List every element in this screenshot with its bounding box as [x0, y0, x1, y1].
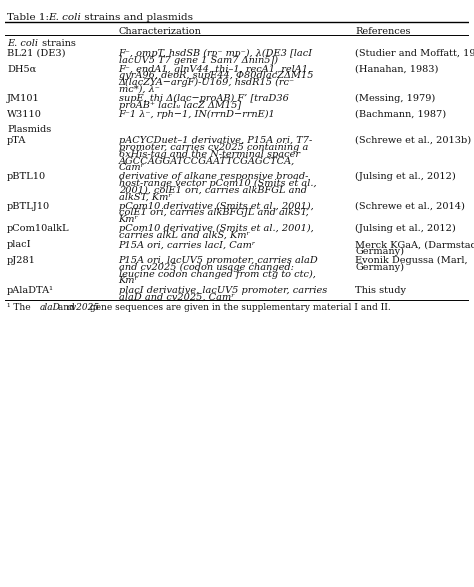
Text: P15A ori, carries lacI, Camʳ: P15A ori, carries lacI, Camʳ	[118, 240, 256, 249]
Text: P15A ori, lacUV5 promoter, carries alaD: P15A ori, lacUV5 promoter, carries alaD	[118, 256, 319, 265]
Text: supE, thi Δ(lac−proAB) F’ [traD36: supE, thi Δ(lac−proAB) F’ [traD36	[118, 94, 288, 103]
Text: (Julsing et al., 2012): (Julsing et al., 2012)	[356, 172, 456, 181]
Text: pBTLJ10: pBTLJ10	[7, 202, 50, 211]
Text: proAB⁺ lacIᵤ lacZ ΔM15]: proAB⁺ lacIᵤ lacZ ΔM15]	[118, 101, 241, 110]
Text: E. coli: E. coli	[48, 13, 81, 22]
Text: strains: strains	[39, 39, 75, 48]
Text: derivative of alkane responsive broad-: derivative of alkane responsive broad-	[118, 172, 308, 181]
Text: lacUV5 T7 gene 1 Sam7 Δnin5]): lacUV5 T7 gene 1 Sam7 Δnin5])	[118, 56, 278, 65]
Text: AGCCAGGATCCGAATTCGAGCTCA,: AGCCAGGATCCGAATTCGAGCTCA,	[118, 156, 295, 166]
Text: W3110: W3110	[7, 110, 42, 119]
Text: placI: placI	[7, 240, 32, 249]
Text: F⁻1 λ⁻, rph−1, IN(rrnD−rrnE)1: F⁻1 λ⁻, rph−1, IN(rrnD−rrnE)1	[118, 110, 275, 119]
Text: alaD and cv2025, Camʳ: alaD and cv2025, Camʳ	[118, 292, 234, 301]
Text: cv2025: cv2025	[67, 302, 100, 312]
Text: colE1 ori, carries alkBFGJL and alkST,: colE1 ori, carries alkBFGJL and alkST,	[118, 208, 308, 217]
Text: (Bachmann, 1987): (Bachmann, 1987)	[356, 110, 447, 119]
Text: mᴄ*), λ⁻: mᴄ*), λ⁻	[118, 85, 159, 94]
Text: pCom10 derivative (Smits et al., 2001),: pCom10 derivative (Smits et al., 2001),	[118, 202, 313, 211]
Text: Δ(lacZYA−argF)-U169, hsdR15 (rᴄ⁻: Δ(lacZYA−argF)-U169, hsdR15 (rᴄ⁻	[118, 78, 295, 87]
Text: Camʳ: Camʳ	[118, 163, 145, 172]
Text: (Messing, 1979): (Messing, 1979)	[356, 94, 436, 103]
Text: gene sequences are given in the supplementary material I and II.: gene sequences are given in the suppleme…	[87, 302, 391, 312]
Text: 6xHis-tag and the N-terminal spacer: 6xHis-tag and the N-terminal spacer	[118, 150, 300, 158]
Text: DH5α: DH5α	[7, 65, 36, 73]
Text: (Hanahan, 1983): (Hanahan, 1983)	[356, 65, 439, 73]
Text: (Studier and Moffatt, 1986): (Studier and Moffatt, 1986)	[356, 49, 474, 58]
Text: promoter, carries cv2025 containing a: promoter, carries cv2025 containing a	[118, 143, 308, 152]
Text: host-range vector pCom10 (Smits et al.,: host-range vector pCom10 (Smits et al.,	[118, 179, 316, 188]
Text: E. coli: E. coli	[7, 39, 38, 48]
Text: gyrA96, deoR, supE44, Φ80dlacZΔM15: gyrA96, deoR, supE44, Φ80dlacZΔM15	[118, 72, 313, 80]
Text: BL21 (DE3): BL21 (DE3)	[7, 49, 65, 58]
Text: pCom10 derivative (Smits et al., 2001),: pCom10 derivative (Smits et al., 2001),	[118, 224, 313, 234]
Text: Plasmids: Plasmids	[7, 124, 51, 134]
Text: alkST, Kmʳ: alkST, Kmʳ	[118, 193, 171, 201]
Text: Kmʳ: Kmʳ	[118, 276, 138, 285]
Text: (Schrewe et al., 2013b): (Schrewe et al., 2013b)	[356, 136, 472, 145]
Text: Table 1:: Table 1:	[7, 13, 52, 22]
Text: Kmʳ: Kmʳ	[118, 215, 138, 224]
Text: Germany): Germany)	[356, 263, 404, 272]
Text: strains and plasmids: strains and plasmids	[82, 13, 193, 22]
Text: 2001), colE1 ori, carries alkBFGL and: 2001), colE1 ori, carries alkBFGL and	[118, 186, 307, 195]
Text: carries alkL and alkS, Kmʳ: carries alkL and alkS, Kmʳ	[118, 231, 249, 240]
Text: leucine codon changed from ctg to ctc),: leucine codon changed from ctg to ctc),	[118, 269, 315, 279]
Text: pACYCDuet–1 derivative, P15A ori, T7-: pACYCDuet–1 derivative, P15A ori, T7-	[118, 136, 312, 145]
Text: (Schrewe et al., 2014): (Schrewe et al., 2014)	[356, 202, 465, 211]
Text: Characterization: Characterization	[118, 27, 201, 36]
Text: (Julsing et al., 2012): (Julsing et al., 2012)	[356, 224, 456, 234]
Text: pAlaDTA¹: pAlaDTA¹	[7, 285, 54, 295]
Text: F⁻, endA1, glnV44, thi–1, recA1, relA1,: F⁻, endA1, glnV44, thi–1, recA1, relA1,	[118, 65, 312, 73]
Text: References: References	[356, 27, 411, 36]
Text: This study: This study	[356, 285, 406, 295]
Text: pJ281: pJ281	[7, 256, 36, 265]
Text: alaD: alaD	[39, 302, 61, 312]
Text: Germany): Germany)	[356, 247, 404, 256]
Text: pCom10alkL: pCom10alkL	[7, 224, 70, 234]
Text: Evonik Degussa (Marl,: Evonik Degussa (Marl,	[356, 256, 468, 265]
Text: pBTL10: pBTL10	[7, 172, 46, 181]
Text: and cv2025 (codon usage changed:: and cv2025 (codon usage changed:	[118, 263, 293, 272]
Text: pTA: pTA	[7, 136, 27, 145]
Text: placI derivative, lacUV5 promoter, carries: placI derivative, lacUV5 promoter, carri…	[118, 285, 327, 295]
Text: JM101: JM101	[7, 94, 40, 103]
Text: ¹ The: ¹ The	[7, 302, 34, 312]
Text: F⁻, ompT, hsdSB (rᴅ⁻ mᴅ⁻), λ(DE3 [lacI: F⁻, ompT, hsdSB (rᴅ⁻ mᴅ⁻), λ(DE3 [lacI	[118, 49, 313, 58]
Text: Merck KGaA, (Darmstadt,: Merck KGaA, (Darmstadt,	[356, 240, 474, 249]
Text: and: and	[55, 302, 78, 312]
